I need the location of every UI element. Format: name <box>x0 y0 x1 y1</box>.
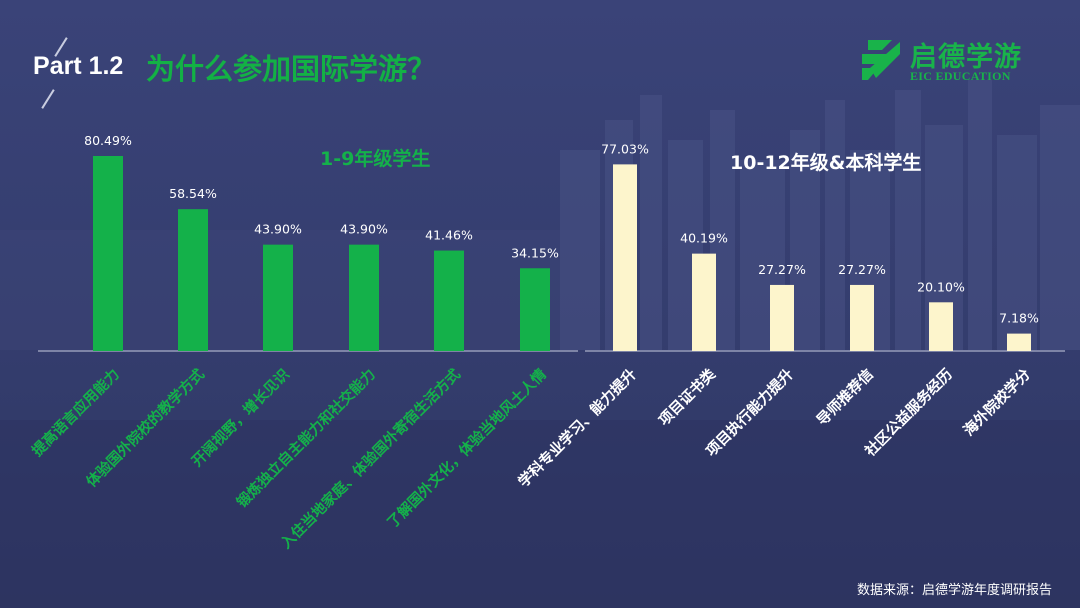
chart-0-bar-2 <box>263 244 293 351</box>
chart-1-bar-5 <box>1007 333 1031 351</box>
chart-0-value-label-5: 34.15% <box>511 245 559 260</box>
chart-1-bar-2 <box>770 284 794 351</box>
chart-0-category-label-3: 锻炼独立自主能力和社交能力 <box>233 365 379 511</box>
chart-0-bar-1 <box>178 209 208 351</box>
chart-1-category-label-5: 海外院校学分 <box>960 365 1035 440</box>
chart-0-value-label-2: 43.90% <box>254 222 302 237</box>
chart-0-value-label-0: 80.49% <box>84 133 132 148</box>
part-label: Part 1.2 <box>33 52 124 80</box>
chart-1-value-label-0: 77.03% <box>601 141 649 156</box>
chart-0-bar-0 <box>93 156 123 351</box>
chart-1-value-label-4: 20.10% <box>917 279 965 294</box>
chart-1-value-label-5: 7.18% <box>999 311 1039 326</box>
chart-1-value-label-2: 27.27% <box>758 262 806 277</box>
chart-0-category-label-5: 了解国外文化，体验当地风土人情 <box>383 365 550 532</box>
chart-1-bar-4 <box>929 302 953 351</box>
chart-1-bar-3 <box>850 284 874 351</box>
chart-0-category-label-4: 入住当地家庭、体验国外寄宿生活方式 <box>277 365 464 552</box>
chart-1-bar-0 <box>613 164 637 351</box>
chart-0-bar-3 <box>349 244 379 351</box>
chart-0-value-label-4: 41.46% <box>425 228 473 243</box>
eic-leaf-logo-icon <box>862 40 900 80</box>
chart-title-left: 1-9年级学生 <box>320 148 431 170</box>
chart-0-bar-5 <box>520 268 550 351</box>
page-title: 为什么参加国际学游？ <box>146 52 437 86</box>
logo-text-en: EIC EDUCATION <box>910 69 1011 83</box>
chart-1-value-label-1: 40.19% <box>680 231 728 246</box>
chart-title-right: 10-12年级&本科学生 <box>730 152 922 174</box>
chart-1-category-label-1: 项目证书类 <box>655 365 719 429</box>
logo-text-cn: 启德学游 <box>910 42 1022 73</box>
chart-0-value-label-3: 43.90% <box>340 222 388 237</box>
chart-0-category-label-0: 提高语言应用能力 <box>28 365 123 460</box>
chart-1-value-label-3: 27.27% <box>838 262 886 277</box>
data-source-note: 数据来源：启德学游年度调研报告 <box>856 583 1052 598</box>
chart-0-value-label-1: 58.54% <box>169 186 217 201</box>
chart-0-bar-4 <box>434 250 464 351</box>
chart-1-category-label-3: 导师推荐信 <box>813 365 877 429</box>
chart-1-bar-1 <box>692 253 716 351</box>
brand-logo: 启德学游 EIC EDUCATION <box>858 34 1058 90</box>
